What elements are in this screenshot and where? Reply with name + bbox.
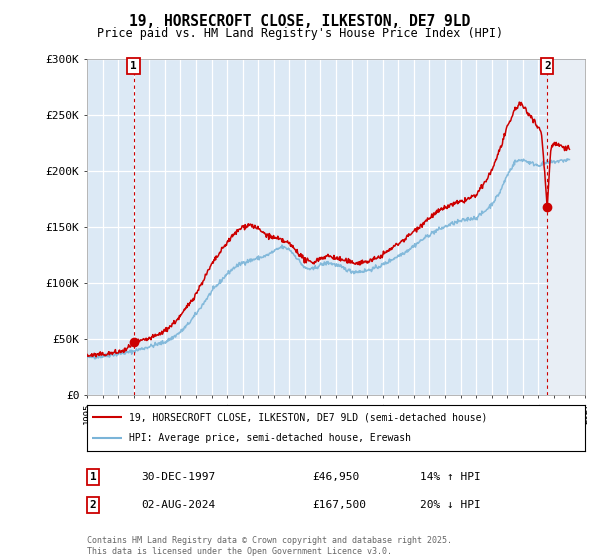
Text: 02-AUG-2024: 02-AUG-2024: [141, 500, 215, 510]
Text: 19, HORSECROFT CLOSE, ILKESTON, DE7 9LD: 19, HORSECROFT CLOSE, ILKESTON, DE7 9LD: [130, 14, 470, 29]
Bar: [547, 59, 593, 395]
Text: 14% ↑ HPI: 14% ↑ HPI: [420, 472, 481, 482]
Text: 30-DEC-1997: 30-DEC-1997: [141, 472, 215, 482]
Text: Contains HM Land Registry data © Crown copyright and database right 2025.
This d: Contains HM Land Registry data © Crown c…: [87, 536, 452, 556]
Text: Price paid vs. HM Land Registry's House Price Index (HPI): Price paid vs. HM Land Registry's House …: [97, 27, 503, 40]
Bar: [547, 59, 593, 395]
Text: 2: 2: [89, 500, 97, 510]
Text: 20% ↓ HPI: 20% ↓ HPI: [420, 500, 481, 510]
Text: 1: 1: [130, 61, 137, 71]
Text: HPI: Average price, semi-detached house, Erewash: HPI: Average price, semi-detached house,…: [130, 433, 412, 444]
Text: £46,950: £46,950: [312, 472, 359, 482]
Text: 19, HORSECROFT CLOSE, ILKESTON, DE7 9LD (semi-detached house): 19, HORSECROFT CLOSE, ILKESTON, DE7 9LD …: [130, 412, 488, 422]
Text: 1: 1: [89, 472, 97, 482]
Text: £167,500: £167,500: [312, 500, 366, 510]
Text: 2: 2: [544, 61, 551, 71]
